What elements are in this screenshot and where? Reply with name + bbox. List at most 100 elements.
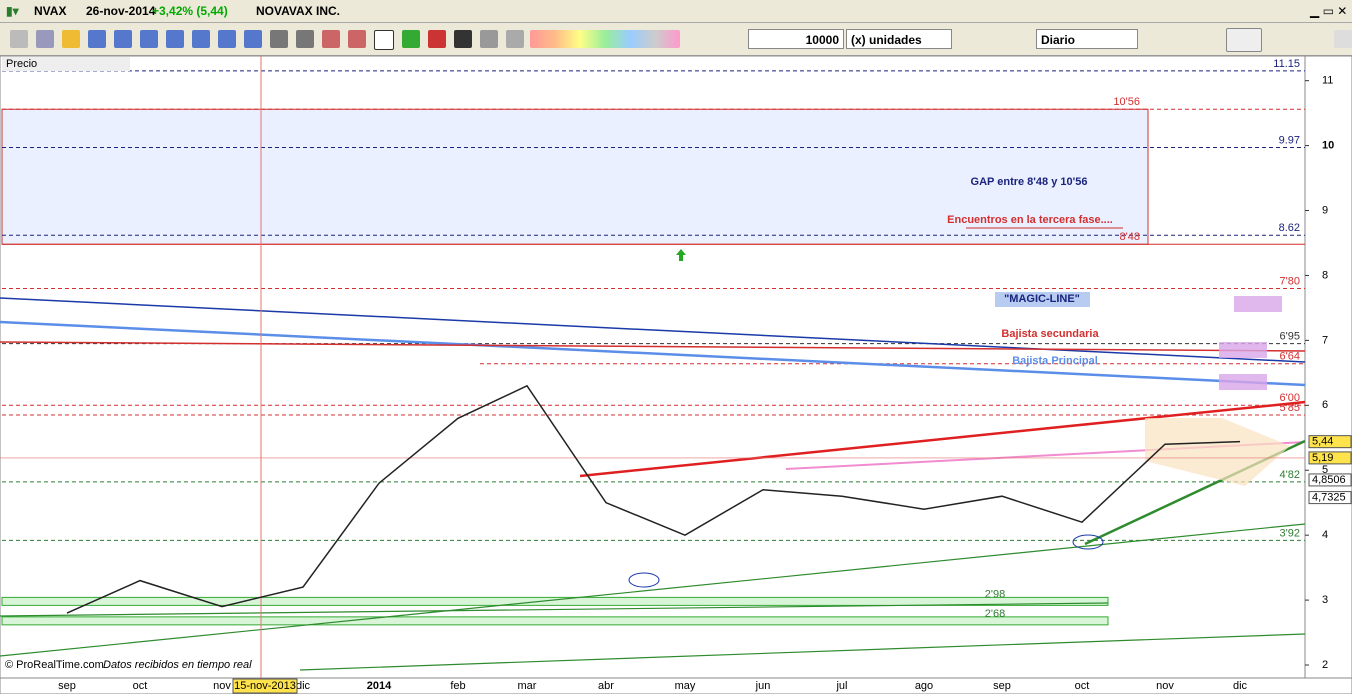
tool-arrow[interactable]: [454, 30, 472, 48]
annotation: Bajista Principal: [1012, 355, 1098, 367]
scroll-button[interactable]: [1334, 30, 1352, 48]
y-tick-label: 6: [1322, 399, 1328, 411]
x-tick-label: oct: [133, 680, 148, 692]
x-tick-label: 2014: [367, 680, 392, 692]
tool-fan[interactable]: [192, 30, 210, 48]
x-tick-label: dic: [1233, 680, 1248, 692]
price-tag-label: 4,7325: [1312, 492, 1346, 504]
level-label: 7'80: [1280, 275, 1300, 287]
change: +3,42% (5,44): [152, 4, 228, 18]
tool-wave[interactable]: [322, 30, 340, 48]
window-buttons[interactable]: ▁ ▭ ✕: [1310, 4, 1348, 18]
level-label: 6'00: [1280, 392, 1300, 404]
trend-line: [0, 297, 1306, 363]
level-label: 6'64: [1280, 351, 1300, 363]
cursor-date: 15-nov-2013: [234, 680, 296, 692]
x-tick-label: abr: [598, 680, 614, 692]
tool-wave2[interactable]: [348, 30, 366, 48]
tool-zoom[interactable]: [506, 30, 524, 48]
level-label: 9.97: [1279, 134, 1300, 146]
level-label: 11.15: [1273, 58, 1300, 70]
tool-line[interactable]: [88, 30, 106, 48]
price-line: [66, 384, 1241, 614]
up-arrow: [676, 249, 686, 261]
copyright: © ProRealTime.com: [5, 659, 104, 671]
y-tick-label: 9: [1322, 204, 1328, 216]
tool-hline[interactable]: [166, 30, 184, 48]
x-tick-label: feb: [450, 680, 465, 692]
tool-cursor[interactable]: [10, 30, 28, 48]
units[interactable]: (x) unidades: [846, 29, 952, 49]
price-tag: [1308, 491, 1352, 505]
panel-label: Precio: [6, 58, 37, 70]
level-label: 10'56: [1113, 96, 1140, 108]
tool-delete[interactable]: [480, 30, 498, 48]
symbol: NVAX: [34, 4, 67, 18]
chart-type[interactable]: [1226, 28, 1262, 52]
level-label: 8'48: [1120, 231, 1140, 243]
trend-line: [299, 633, 1306, 671]
target-box: [1234, 296, 1282, 312]
tool-grid[interactable]: [270, 30, 288, 48]
panel-label-bg: [2, 57, 130, 71]
company: NOVAVAX INC.: [256, 4, 341, 18]
price-tag-label: 5,44: [1312, 436, 1333, 448]
y-tick-label: 10: [1322, 140, 1334, 152]
low-mark: [628, 572, 660, 588]
x-tick-label: ago: [915, 680, 933, 692]
quantity[interactable]: 10000: [748, 29, 844, 49]
trend-line: [0, 602, 1109, 617]
tool-ruler[interactable]: [36, 30, 54, 48]
level-label: 3'92: [1280, 527, 1300, 539]
tool-down[interactable]: [428, 30, 446, 48]
annotation: Encuentros en la tercera fase....: [947, 214, 1113, 226]
color-palette[interactable]: [530, 30, 680, 48]
tool-text[interactable]: [374, 30, 394, 50]
y-tick-label: 2: [1322, 659, 1328, 671]
x-tick-label: mar: [518, 680, 537, 692]
x-tick-label: nov: [213, 680, 231, 692]
level-label: 8.62: [1279, 222, 1300, 234]
x-tick-label: nov: [1156, 680, 1174, 692]
y-tick-label: 8: [1322, 269, 1328, 281]
trend-line: [579, 400, 1306, 478]
time-axis: [0, 677, 1352, 694]
y-tick-label: 4: [1322, 529, 1328, 541]
chart: 2 3 4 5 6 7 8 9 10 11 11.15 10'56 9.97 8.62 8'48 7'80 6'…: [0, 56, 1352, 694]
chart-icon[interactable]: ▮▾: [6, 4, 19, 18]
date: 26-nov-2014: [86, 4, 156, 18]
x-tick-label: jul: [835, 680, 847, 692]
level-label: 2'68: [985, 608, 1005, 620]
level-label: 4'82: [1280, 469, 1300, 481]
x-tick-label: jun: [755, 680, 771, 692]
title-bar: ▮▾ NVAX 26-nov-2014 +3,42% (5,44) NOVAVA…: [0, 0, 1352, 23]
level-label: 2'98: [985, 588, 1005, 600]
tool-fib[interactable]: [218, 30, 236, 48]
price-tag: [1308, 435, 1352, 449]
level-label: 6'95: [1280, 331, 1300, 343]
tool-gann[interactable]: [244, 30, 262, 48]
price-tag-label: 4,8506: [1312, 474, 1346, 486]
tool-up[interactable]: [402, 30, 420, 48]
y-tick-label: 3: [1322, 594, 1328, 606]
tool-channel[interactable]: [114, 30, 132, 48]
price-tag: [1308, 473, 1352, 487]
x-tick-label: sep: [993, 680, 1011, 692]
annotation: GAP entre 8'48 y 10'56: [971, 176, 1088, 188]
trend-line: [0, 523, 1306, 657]
period[interactable]: Diario: [1036, 29, 1138, 49]
annotation: Bajista secundaria: [1001, 328, 1099, 340]
x-tick-label: dic: [296, 680, 311, 692]
status: Datos recibidos en tiempo real: [103, 659, 252, 671]
support-zone: [1, 616, 1109, 626]
annotation: "MAGIC-LINE": [1004, 293, 1080, 305]
tool-alert[interactable]: [62, 30, 80, 48]
tool-vline[interactable]: [140, 30, 158, 48]
y-tick-label: 11: [1322, 75, 1333, 87]
y-tick-label: 7: [1322, 334, 1328, 346]
price-tag-label: 5,19: [1312, 452, 1333, 464]
tool-tools[interactable]: [296, 30, 314, 48]
low-mark: [1072, 534, 1104, 550]
x-tick-label: may: [675, 680, 696, 692]
